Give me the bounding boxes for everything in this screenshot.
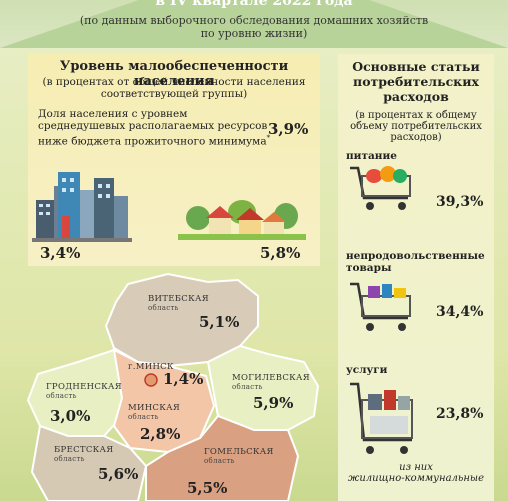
expenses-subtitle-line2: объему потребительских [350, 121, 482, 132]
region-sub-vitebsk: область [148, 304, 179, 312]
region-shape-minsk-city [144, 373, 158, 387]
region-name-grodno: ГРОДНЕНСКАЯ [46, 382, 122, 392]
region-label-grodno: ГРОДНЕНСКАЯ область [46, 383, 122, 401]
region-sub-grodno: область [46, 392, 77, 400]
share-label-line1: Доля населения с уровнем [38, 108, 188, 120]
goods-cart-icon [350, 282, 411, 331]
region-label-gomel: ГОМЕЛЬСКАЯ область [204, 448, 274, 466]
share-label-line2: среднедушевых располагаемых ресурсов [38, 120, 268, 132]
share-label: Доля населения с уровнем среднедушевых р… [38, 108, 278, 148]
region-name-gomel: ГОМЕЛЬСКАЯ [204, 447, 274, 457]
category-label-nonfood-line1: непродовольственные [346, 250, 485, 262]
region-shape-gomel [145, 414, 300, 501]
expenses-subtitle: (в процентах к общему объему потребитель… [338, 110, 494, 143]
services-note: из них жилищно-коммунальные [338, 462, 494, 484]
grocery-cart-icon [350, 166, 411, 210]
share-label-line3-wrap: ниже бюджета прожиточного минимума* [38, 134, 271, 148]
share-label-line3: ниже бюджета прожиточного минимума [38, 135, 267, 148]
city-buildings-icon [32, 172, 132, 242]
expenses-subtitle-line3: расходов) [390, 132, 442, 143]
category-label-nonfood: непродовольственные товары [346, 250, 485, 274]
category-label-nonfood-line2: товары [346, 262, 392, 274]
region-sub-brest: область [54, 455, 85, 463]
services-note-line1: из них [399, 462, 433, 473]
region-shape-mogilev [206, 344, 320, 431]
region-value-mogilev: 5,9% [253, 394, 294, 412]
category-label-food: питание [346, 150, 397, 162]
region-value-minsk-city: 1,4% [163, 370, 204, 388]
poverty-subtitle-line1: (в процентах от общей численности населе… [42, 76, 306, 88]
region-sub-gomel: область [204, 457, 235, 465]
region-value-minsk: 2,8% [140, 425, 181, 443]
village-houses-icon [178, 200, 306, 240]
page-subtitle: (по данным выборочного обследования дома… [0, 14, 508, 40]
page-title: в IV квартале 2022 года [155, 0, 353, 9]
poverty-subtitle-line2: соответствующей группы) [100, 88, 248, 100]
region-label-vitebsk: ВИТЕБСКАЯ область [148, 295, 209, 313]
page-subtitle-line1: (по данным выборочного обследования дома… [79, 14, 429, 27]
expenses-title: Основные статьи потребительских расходов [338, 59, 494, 104]
expenses-subtitle-line1: (в процентах к общему [355, 110, 477, 121]
belarus-regions-map [26, 272, 320, 501]
region-label-mogilev: МОГИЛЕВСКАЯ область [232, 374, 310, 392]
region-value-vitebsk: 5,1% [199, 313, 240, 331]
region-value-grodno: 3,0% [50, 407, 91, 425]
poverty-panel: Уровень малообеспеченности населения (в … [28, 54, 320, 266]
expenses-panel: Основные статьи потребительских расходов… [338, 54, 494, 501]
share-value: 3,9% [268, 120, 309, 138]
region-name-minsk-city: г.МИНСК [128, 362, 174, 372]
category-value-food: 39,3% [436, 194, 484, 210]
category-value-services: 23,8% [436, 406, 484, 422]
region-label-minsk: МИНСКАЯ область [128, 404, 180, 422]
region-label-minsk-city: г.МИНСК [128, 363, 174, 372]
region-sub-mogilev: область [232, 383, 263, 391]
expenses-title-line3: расходов [383, 89, 449, 104]
urban-value: 3,4% [40, 244, 81, 262]
poverty-title: Уровень малообеспеченности населения [59, 59, 289, 89]
region-name-minsk: МИНСКАЯ [128, 403, 181, 413]
roof-shape [0, 0, 508, 48]
region-label-brest: БРЕСТСКАЯ область [54, 446, 113, 464]
page-subtitle-line2: по уровню жизни) [200, 27, 308, 40]
poverty-subtitle: (в процентах от общей численности населе… [28, 76, 320, 100]
header-band: в IV квартале 2022 года (по данным выбор… [0, 0, 508, 48]
region-value-brest: 5,6% [98, 465, 139, 483]
category-label-services: услуги [346, 364, 388, 376]
region-name-brest: БРЕСТСКАЯ [54, 445, 114, 455]
region-name-vitebsk: ВИТЕБСКАЯ [148, 294, 209, 304]
expenses-title-line2: потребительских [353, 74, 479, 89]
region-value-gomel: 5,5% [187, 479, 228, 497]
region-name-mogilev: МОГИЛЕВСКАЯ [232, 373, 310, 383]
expenses-title-line1: Основные статьи [352, 59, 480, 74]
region-sub-minsk: область [128, 413, 159, 421]
category-value-nonfood: 34,4% [436, 304, 484, 320]
rural-value: 5,8% [260, 244, 301, 262]
services-cart-icon [350, 382, 413, 454]
services-note-line2: жилищно-коммунальные [348, 473, 484, 484]
